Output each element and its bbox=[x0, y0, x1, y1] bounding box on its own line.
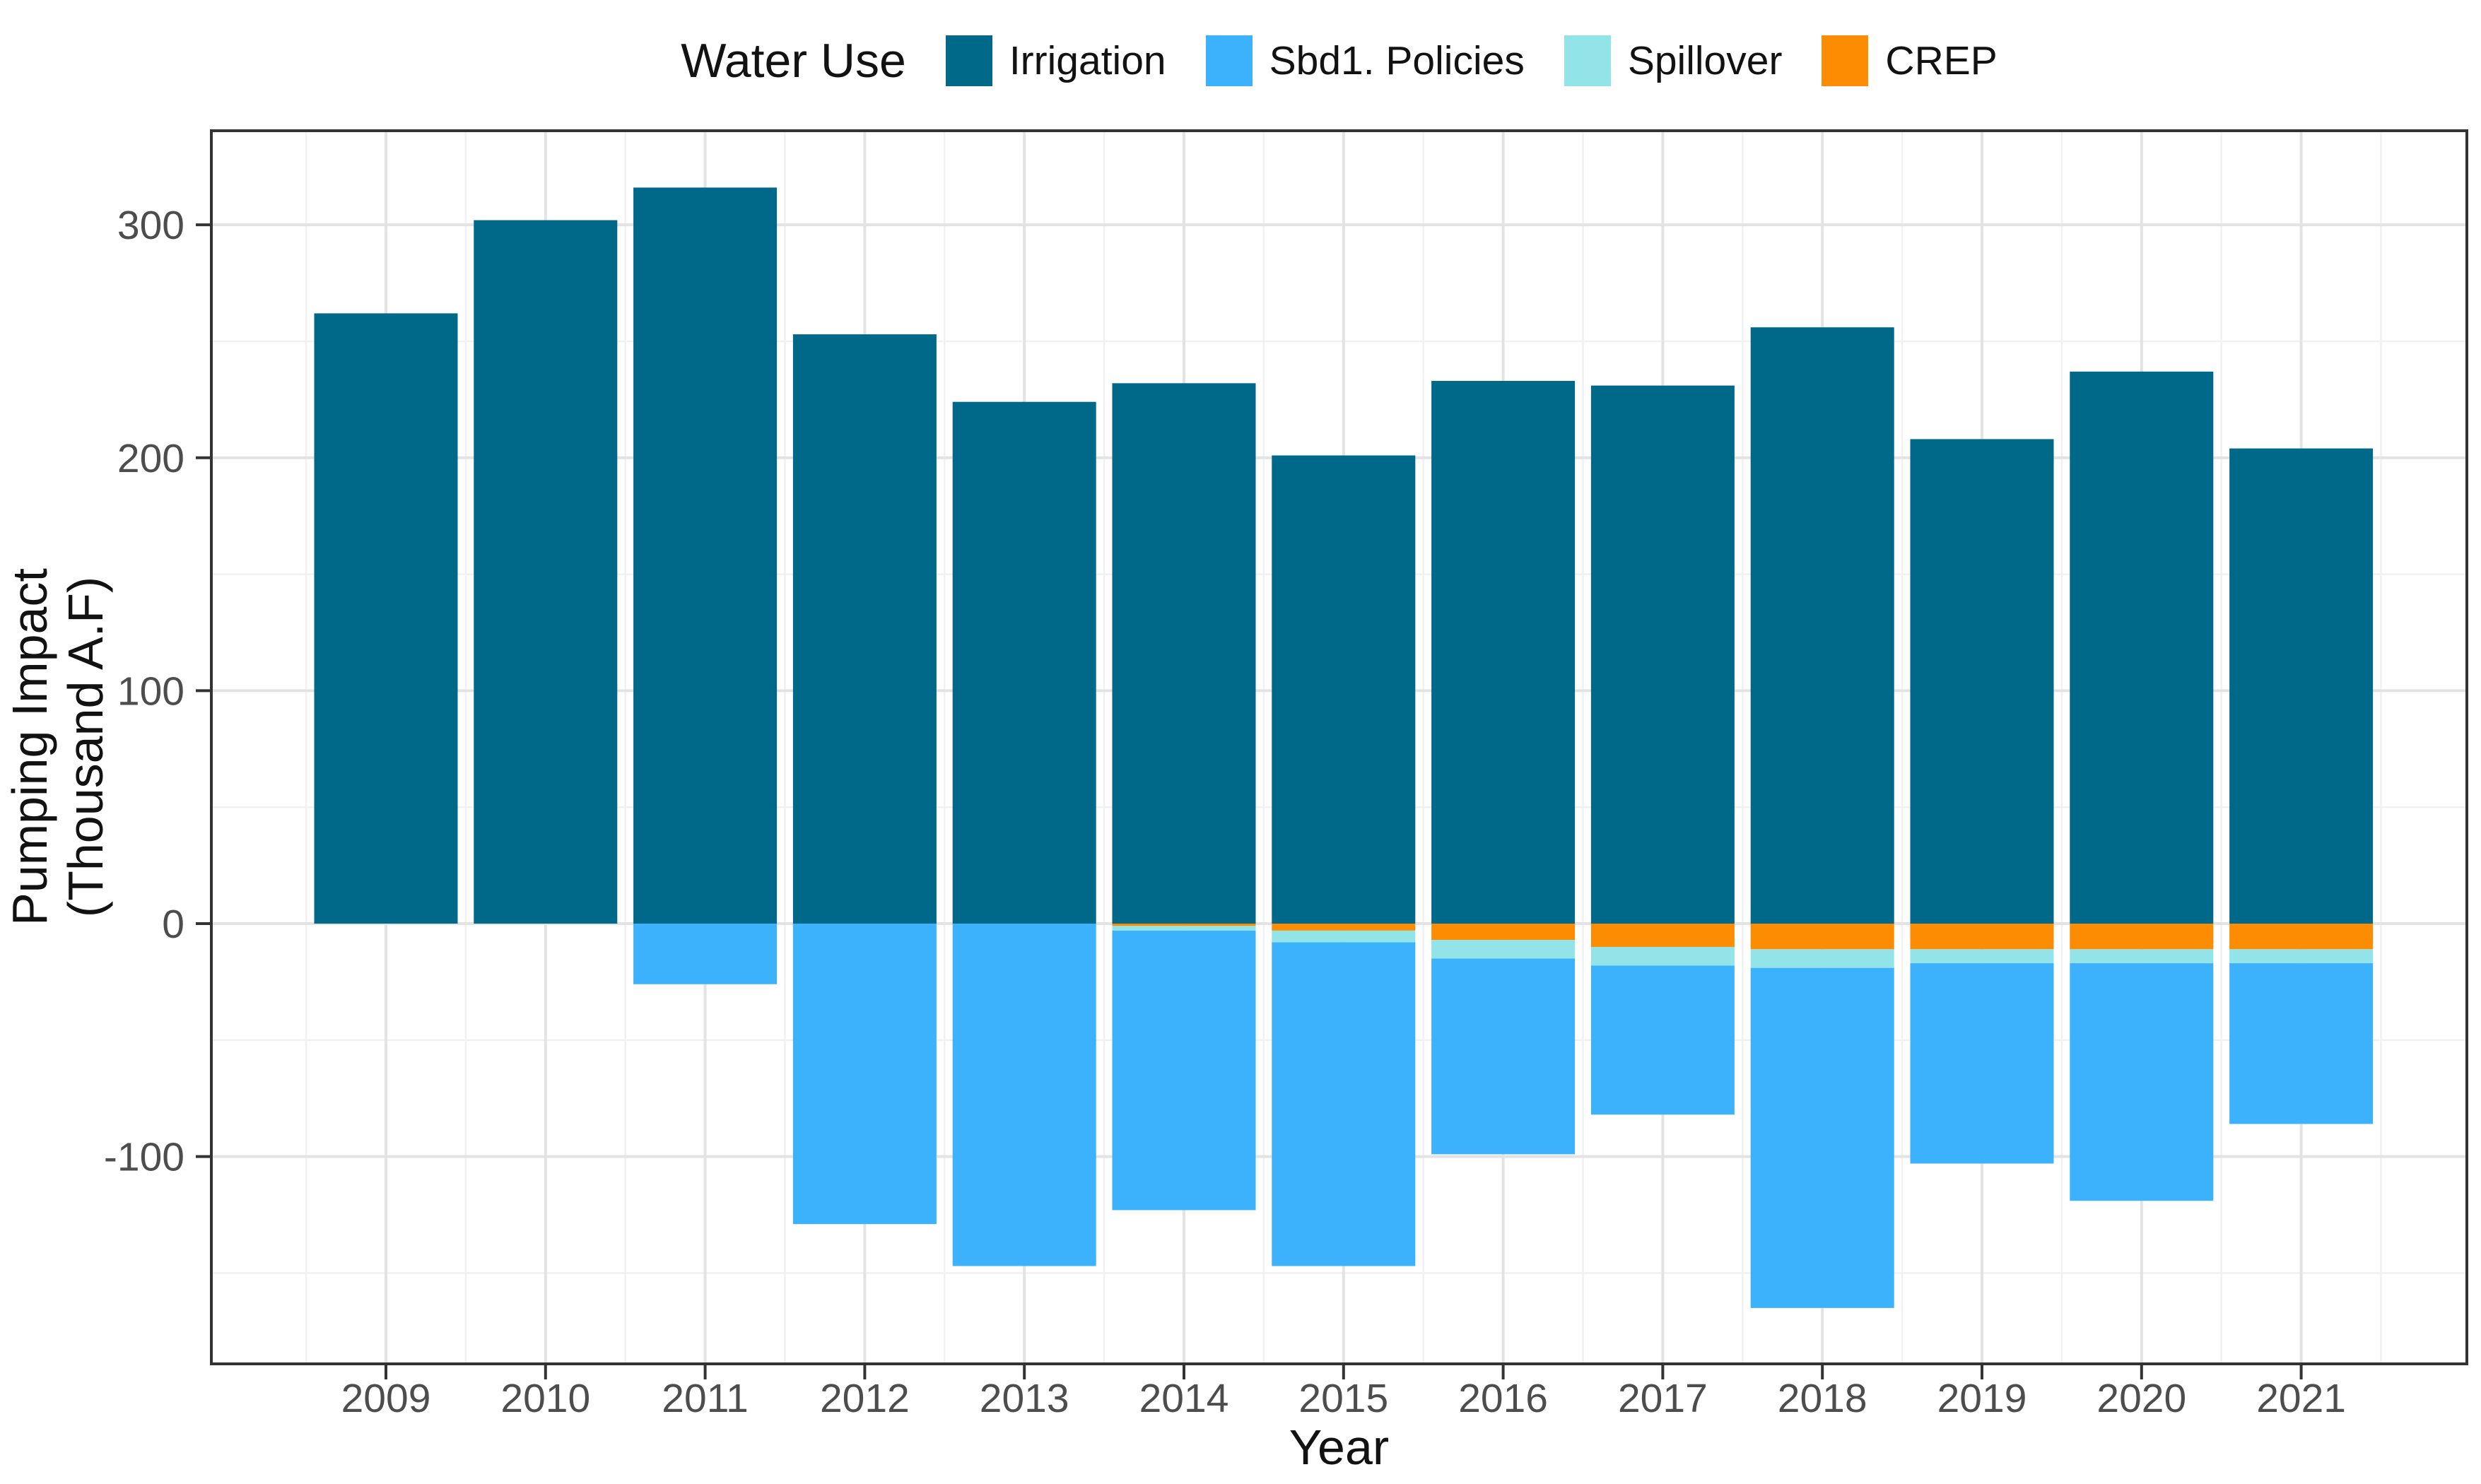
legend-item: Irrigation bbox=[945, 35, 1166, 86]
legend: Water Use Irrigation Sbd1. Policies Spillo… bbox=[211, 10, 2467, 112]
y-tick-label: 300 bbox=[117, 203, 184, 248]
bar-segment bbox=[1112, 924, 1256, 926]
bar-segment bbox=[1910, 924, 2054, 950]
bar-segment bbox=[1750, 924, 1894, 950]
bar-segment bbox=[1590, 385, 1735, 924]
legend-swatch bbox=[1564, 35, 1611, 86]
bar-segment bbox=[1910, 949, 2054, 964]
y-tick-label: 0 bbox=[162, 902, 184, 947]
x-tick-label: 2016 bbox=[1458, 1376, 1548, 1421]
bar-segment bbox=[2229, 924, 2374, 950]
x-tick-label: 2017 bbox=[1618, 1376, 1708, 1421]
bar-segment bbox=[1431, 958, 1576, 1155]
bar-segment bbox=[1750, 967, 1894, 1308]
x-tick-label: 2009 bbox=[341, 1376, 431, 1421]
bar-segment bbox=[1431, 381, 1576, 924]
legend-item-label: Sbd1. Policies bbox=[1269, 38, 1525, 83]
x-tick-label: 2020 bbox=[2096, 1376, 2186, 1421]
bar-segment bbox=[792, 924, 937, 1225]
legend-item-label: Spillover bbox=[1627, 38, 1783, 83]
bar-segment bbox=[1590, 946, 1735, 966]
bar-segment bbox=[1590, 924, 1735, 947]
panel-border bbox=[210, 129, 2468, 1365]
bar-segment bbox=[1431, 940, 1576, 959]
bar-segment bbox=[1431, 924, 1576, 941]
bar-segment bbox=[952, 924, 1096, 1266]
bar-segment bbox=[2070, 371, 2214, 924]
bar-segment bbox=[633, 187, 778, 924]
legend-item: CREP bbox=[1822, 35, 1998, 86]
legend-swatch bbox=[945, 35, 992, 86]
x-tick-label: 2021 bbox=[2256, 1376, 2346, 1421]
legend-item-label: Irrigation bbox=[1009, 38, 1166, 83]
x-tick-label: 2013 bbox=[980, 1376, 1069, 1421]
x-tick-label: 2015 bbox=[1298, 1376, 1388, 1421]
bar-segment bbox=[633, 924, 778, 984]
x-tick-label: 2019 bbox=[1937, 1376, 2027, 1421]
bar-segment bbox=[1910, 439, 2054, 924]
bar-segment bbox=[1112, 383, 1256, 924]
y-tick-label: 200 bbox=[117, 436, 184, 481]
bar-segment bbox=[314, 313, 458, 924]
bar-segment bbox=[1590, 965, 1735, 1115]
bar-segment bbox=[1750, 949, 1894, 968]
bar-segment bbox=[2070, 963, 2214, 1201]
legend-swatch bbox=[1822, 35, 1869, 86]
bar-segment bbox=[2229, 963, 2374, 1124]
x-axis-title: Year bbox=[1289, 1420, 1390, 1475]
bar-segment bbox=[474, 220, 618, 924]
x-tick-label: 2011 bbox=[662, 1376, 749, 1421]
x-tick-label: 2012 bbox=[820, 1376, 910, 1421]
bar-segment bbox=[1910, 963, 2054, 1164]
y-tick-label: 100 bbox=[117, 669, 184, 714]
bar-segment bbox=[1272, 942, 1416, 1266]
bar-segment bbox=[1112, 930, 1256, 1211]
legend-item: Sbd1. Policies bbox=[1205, 35, 1525, 86]
bar-segment bbox=[2229, 448, 2374, 924]
bar-segment bbox=[2070, 949, 2214, 964]
x-tick-label: 2018 bbox=[1778, 1376, 1867, 1421]
bar-segment bbox=[1272, 455, 1416, 924]
bar-segment bbox=[792, 334, 937, 924]
bar-segment bbox=[1272, 924, 1416, 931]
x-tick-label: 2010 bbox=[500, 1376, 590, 1421]
bar-segment bbox=[952, 401, 1096, 924]
legend-swatch bbox=[1205, 35, 1253, 86]
bar-segment bbox=[1112, 926, 1256, 931]
bar-segment bbox=[2229, 949, 2374, 964]
bar-segment bbox=[1272, 930, 1416, 943]
bar-segment bbox=[1750, 327, 1894, 924]
legend-item-label: CREP bbox=[1885, 38, 1998, 83]
y-tick-label: -100 bbox=[104, 1135, 184, 1180]
legend-item: Spillover bbox=[1564, 35, 1783, 86]
legend-title: Water Use bbox=[681, 34, 906, 88]
x-tick-label: 2014 bbox=[1139, 1376, 1229, 1421]
bar-segment bbox=[2070, 924, 2214, 950]
